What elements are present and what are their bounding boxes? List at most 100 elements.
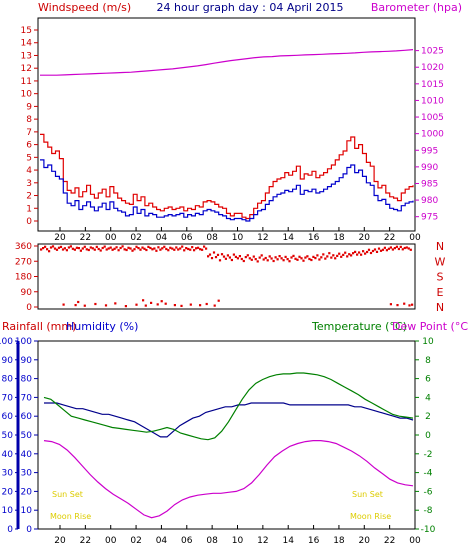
- direction-point: [288, 260, 291, 263]
- direction-point: [224, 257, 227, 260]
- barometer-tick-label: 985: [421, 179, 438, 189]
- direction-point: [129, 247, 132, 250]
- rainfall-axis-label: Rainfall (mm): [2, 320, 76, 333]
- direction-point: [147, 245, 150, 248]
- barometer-tick-label: 1015: [421, 80, 444, 90]
- direction-point: [387, 247, 390, 250]
- direction-point: [57, 246, 61, 249]
- direction-points: [40, 245, 414, 308]
- wind-time-tick-label: 20: [359, 233, 371, 243]
- direction-point: [195, 247, 198, 250]
- rainfall-tick-label: 40: [2, 450, 14, 460]
- barometer-tick-label: 1010: [421, 96, 444, 106]
- windspeed-tick-label: 10: [21, 90, 33, 100]
- direction-point: [258, 256, 261, 259]
- direction-point: [270, 257, 273, 260]
- temperature-tick-label: -4: [424, 469, 433, 479]
- direction-point: [371, 249, 375, 253]
- direction-point: [250, 258, 253, 261]
- direction-point: [272, 259, 275, 263]
- direction-point: [340, 255, 343, 258]
- direction-point: [203, 245, 206, 248]
- weather-time-tick-label: 22: [384, 536, 395, 546]
- moonrise-annotation-left: Moon Rise: [50, 512, 91, 521]
- direction-point: [171, 247, 174, 250]
- direction-point: [124, 305, 127, 308]
- direction-point: [332, 254, 335, 257]
- barometer-tick-label: 975: [421, 213, 438, 223]
- windspeed-tick-label: 13: [21, 51, 32, 61]
- direction-point: [175, 246, 178, 249]
- direction-point: [99, 249, 102, 252]
- direction-point: [218, 259, 222, 262]
- direction-point: [133, 248, 136, 251]
- direction-point: [354, 250, 357, 253]
- direction-point: [141, 246, 144, 249]
- windspeed-tick-label: 5: [26, 153, 32, 163]
- direction-point: [212, 251, 216, 254]
- barometer-axis-label: Barometer (hpa): [371, 1, 462, 14]
- direction-point: [226, 254, 229, 257]
- rainfall-tick-label: 20: [2, 487, 14, 497]
- humidity-tick-label: 10: [21, 506, 33, 516]
- compass-label: N: [436, 240, 444, 253]
- wind-time-tick-label: 00: [105, 233, 117, 243]
- direction-point: [220, 253, 224, 256]
- direction-point: [155, 249, 158, 252]
- temperature-tick-label: 4: [425, 393, 431, 403]
- dewpoint-line: [43, 440, 414, 519]
- weather-time-tick-label: 04: [156, 536, 168, 546]
- weather-time-tick-label: 02: [130, 536, 141, 546]
- humidity-tick-label: 60: [21, 412, 33, 422]
- windspeed-tick-label: 8: [26, 115, 32, 125]
- windspeed-tick-label: 6: [26, 141, 32, 151]
- direction-point: [114, 302, 117, 305]
- direction-point: [238, 255, 241, 258]
- direction-tick-label: 0: [26, 303, 32, 313]
- weather-series: [43, 372, 414, 519]
- direction-point: [290, 256, 293, 259]
- direction-point: [214, 256, 218, 259]
- direction-point: [308, 257, 311, 261]
- direction-point: [403, 246, 406, 250]
- direction-point: [137, 247, 140, 250]
- wind-time-tick-label: 22: [384, 233, 395, 243]
- direction-point: [105, 248, 108, 251]
- direction-point: [49, 246, 53, 249]
- temperature-tick-label: 8: [425, 356, 431, 366]
- direction-point: [73, 248, 76, 251]
- direction-point: [222, 255, 226, 258]
- barometer-ticks: 975 980 985 990 995 1000 1005 1010 1015 1020 1025: [415, 47, 444, 223]
- direction-point: [205, 302, 208, 306]
- wind-time-tick-label: 18: [333, 233, 345, 243]
- weather-time-ticks: 20 22 00 02 04 06 08 10 12 14 16 18 20 22 00: [54, 525, 421, 546]
- temperature-line: [43, 372, 414, 441]
- direction-point: [344, 251, 347, 254]
- direction-point: [165, 247, 168, 251]
- direction-point: [282, 259, 285, 262]
- rainfall-tick-label: 50: [2, 431, 14, 441]
- direction-point: [407, 247, 410, 250]
- barometer-tick-label: 1000: [421, 130, 444, 140]
- direction-point: [213, 304, 216, 307]
- temperature-ticks: 10 8 6 4 2 0 -2 -4 -6 -8 -10: [415, 337, 436, 535]
- direction-point: [362, 250, 365, 253]
- weather-panel-frame: [37, 340, 416, 530]
- direction-point: [111, 248, 114, 251]
- direction-point: [144, 304, 147, 307]
- direction-point: [236, 257, 239, 260]
- direction-point: [173, 304, 176, 307]
- direction-point: [310, 258, 313, 262]
- direction-point: [199, 248, 202, 251]
- direction-point: [44, 245, 47, 248]
- wind-panel-frame: [37, 17, 416, 232]
- direction-point: [300, 257, 303, 260]
- direction-point: [274, 256, 277, 259]
- barometer-tick-label: 995: [421, 146, 438, 156]
- direction-point: [389, 303, 392, 306]
- windspeed-axis-label: Windspeed (m/s): [38, 1, 131, 14]
- rainfall-tick-label: 0: [7, 525, 13, 535]
- humidity-line: [44, 402, 414, 438]
- direction-point: [46, 248, 49, 251]
